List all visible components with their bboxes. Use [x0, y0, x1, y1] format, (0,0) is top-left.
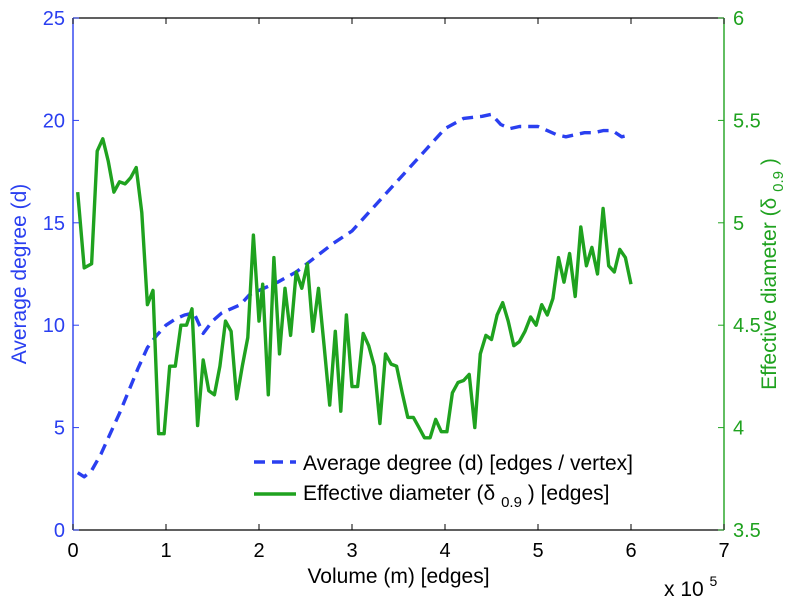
right-tick-label: 4.5 [733, 315, 761, 337]
legend-entry2-main: Effective diameter (δ [303, 482, 495, 505]
x-tick-label: 7 [718, 540, 729, 562]
left-tick-label: 25 [43, 8, 65, 30]
legend: Average degree (d) [edges / vertex] Effe… [254, 452, 633, 512]
left-tick-label: 15 [43, 213, 65, 235]
axis-labels: Volume (m) [edges] x 10 5 Average degree… [8, 158, 788, 600]
left-tick-label: 0 [54, 520, 65, 542]
right-axis-label: Effective diameter (δ 0.9 ) [758, 158, 788, 390]
x-tick-label: 2 [253, 540, 264, 562]
right-tick-label: 5 [733, 213, 744, 235]
x-tick-label: 4 [439, 540, 450, 562]
right-tick-label: 4 [733, 418, 744, 440]
x-tick-label: 0 [67, 540, 78, 562]
series-layer [76, 112, 633, 479]
right-axis-label-sub: 0.9 [770, 171, 787, 192]
x-multiplier-exponent: 5 [710, 573, 718, 589]
x-axis-label: Volume (m) [edges] [307, 565, 489, 588]
left-tick-label: 20 [43, 110, 65, 132]
ticks-layer: 0 1 2 3 4 5 6 7 0 5 10 15 20 25 3.5 4 4.5 5 5.5 6 [43, 8, 761, 562]
x-multiplier-base: x 10 [664, 578, 704, 600]
plot-frame [72, 17, 725, 531]
right-tick-label: 5.5 [733, 110, 761, 132]
right-tick-label: 6 [733, 8, 744, 30]
right-tick-label: 3.5 [733, 520, 761, 542]
x-multiplier-label: x 10 5 [664, 573, 718, 600]
x-tick-label: 3 [346, 540, 357, 562]
x-tick-label: 6 [625, 540, 636, 562]
left-tick-label: 10 [43, 315, 65, 337]
series-line-average-degree [76, 112, 632, 479]
right-axis-label-main: Effective diameter (δ [758, 198, 781, 390]
legend-entry2-sub: 0.9 [501, 494, 522, 511]
right-axis-label-end: ) [758, 158, 781, 165]
x-tick-label: 5 [532, 540, 543, 562]
left-axis-label: Average degree (d) [8, 184, 31, 365]
left-tick-label: 5 [54, 418, 65, 440]
legend-entry-average-degree: Average degree (d) [edges / vertex] [303, 452, 633, 475]
legend-entry-effective-diameter: Effective diameter (δ 0.9 ) [edges] [303, 482, 609, 512]
x-tick-label: 1 [160, 540, 171, 562]
series-line-effective-diameter [76, 137, 633, 440]
legend-entry2-end: ) [edges] [528, 482, 610, 505]
